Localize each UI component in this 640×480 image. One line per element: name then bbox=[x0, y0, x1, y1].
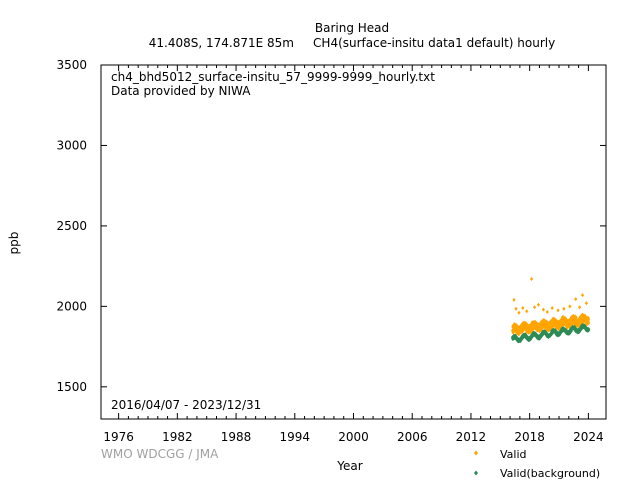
data-point-valid bbox=[550, 322, 554, 327]
data-point-valid bbox=[535, 321, 539, 326]
data-point-valid-spike bbox=[562, 306, 566, 311]
legend-valid-label: Valid bbox=[500, 448, 527, 461]
data-point-valid-background bbox=[547, 335, 551, 339]
x-tick-label: 2018 bbox=[514, 430, 545, 444]
plot-frame bbox=[100, 64, 607, 420]
data-point-valid bbox=[514, 329, 518, 334]
data-point-valid-spike bbox=[512, 297, 516, 302]
x-tick-label: 2012 bbox=[456, 430, 487, 444]
data-point-valid-spike bbox=[525, 309, 529, 314]
data-point-valid bbox=[562, 315, 566, 320]
x-tick-label: 1988 bbox=[221, 430, 252, 444]
y-tick-label: 3000 bbox=[56, 138, 87, 152]
x-tick-label: 1976 bbox=[103, 430, 134, 444]
data-point-valid bbox=[530, 327, 534, 332]
watermark: WMO WDCGG / JMA bbox=[101, 447, 219, 461]
data-point-valid bbox=[534, 320, 538, 325]
data-point-valid bbox=[512, 329, 516, 333]
data-point-valid bbox=[533, 322, 537, 327]
file-annotation: ch4_bhd5012_surface-insitu_57_9999-9999_… bbox=[111, 70, 435, 84]
data-point-valid-spike bbox=[517, 310, 521, 315]
x-tick-label: 1982 bbox=[162, 430, 193, 444]
data-point-valid-spike bbox=[545, 310, 549, 314]
date-range-annotation: 2016/04/07 - 2023/12/31 bbox=[111, 398, 261, 412]
data-point-valid-spike bbox=[530, 277, 534, 281]
x-tick-label: 2006 bbox=[397, 430, 428, 444]
data-point-valid bbox=[586, 320, 591, 325]
y-tick-label: 3500 bbox=[56, 58, 87, 72]
data-point-valid-spike bbox=[584, 301, 588, 306]
data-point-valid-spike bbox=[580, 293, 585, 298]
legend-background-label: Valid(background) bbox=[500, 467, 600, 480]
x-tick-label: 2024 bbox=[573, 430, 604, 444]
data-point-valid-spike bbox=[578, 305, 582, 310]
data-point-valid bbox=[552, 319, 556, 324]
chart-title: Baring Head bbox=[315, 21, 389, 35]
data-point-valid-spike bbox=[514, 306, 518, 311]
data-point-valid-spike bbox=[574, 297, 578, 302]
data-point-valid-spike bbox=[521, 306, 525, 310]
y-tick-label: 2500 bbox=[56, 219, 87, 233]
data-point-valid-spike bbox=[536, 302, 541, 307]
x-tick-label: 2000 bbox=[338, 430, 369, 444]
data-point-valid-spike bbox=[550, 306, 554, 310]
data-point-valid-spike bbox=[533, 305, 537, 310]
data-point-valid bbox=[572, 313, 576, 318]
legend: Valid Valid(background) bbox=[474, 448, 600, 480]
legend-background-marker bbox=[474, 470, 478, 476]
data-point-valid-spike bbox=[556, 308, 560, 313]
y-axis-label: ppb bbox=[7, 232, 21, 255]
x-axis-label: Year bbox=[336, 459, 362, 473]
y-axis: 1500 2000 2500 3000 3500 bbox=[56, 58, 606, 394]
data-point-valid bbox=[565, 322, 569, 327]
legend-valid-marker bbox=[474, 450, 478, 456]
y-tick-label: 1500 bbox=[56, 380, 87, 394]
x-tick-label: 1994 bbox=[280, 430, 311, 444]
data-point-valid bbox=[539, 323, 543, 328]
data-point-valid-spike bbox=[568, 304, 572, 309]
y-tick-label: 2000 bbox=[56, 299, 87, 313]
data-point-valid bbox=[586, 317, 590, 322]
data-point-valid bbox=[545, 320, 549, 325]
x-axis: 1976 1982 1988 1994 2000 2006 2012 2018 2024 bbox=[103, 65, 604, 444]
data-points bbox=[510, 277, 591, 344]
data-point-valid-background bbox=[586, 328, 590, 333]
provider-annotation: Data provided by NIWA bbox=[111, 84, 251, 98]
chart-subtitle: 41.408S, 174.871E 85m CH4(surface-insitu… bbox=[149, 36, 555, 50]
data-point-valid-spike bbox=[541, 307, 545, 312]
